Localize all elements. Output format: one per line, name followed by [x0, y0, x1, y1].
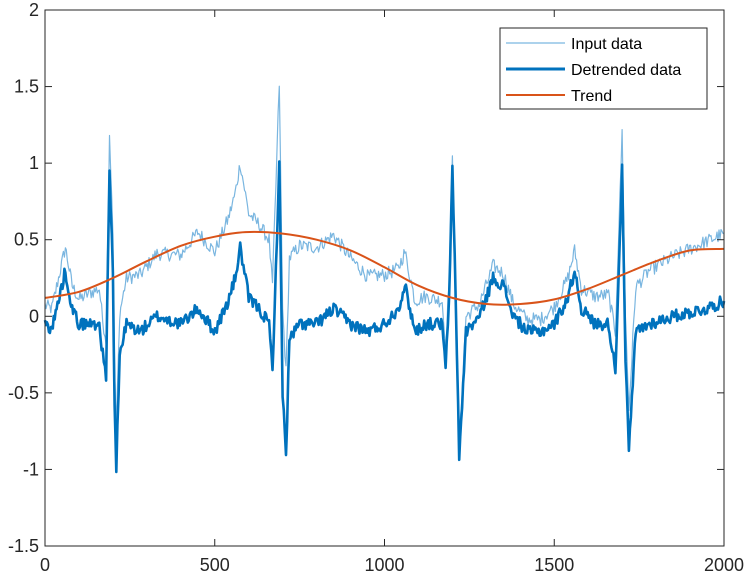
y-tick-label: -1.5 [8, 536, 39, 556]
y-tick-label: 2 [29, 0, 39, 20]
series-line-detrended-data [43, 160, 726, 474]
x-tick-label: 500 [200, 555, 230, 575]
y-tick-label: 1 [29, 153, 39, 173]
y-tick-label: 1.5 [14, 77, 39, 97]
legend: Input data Detrended data Trend [499, 27, 708, 110]
x-tick-label: 2000 [704, 555, 744, 575]
y-tick-label: -0.5 [8, 383, 39, 403]
x-tick-label: 1000 [364, 555, 404, 575]
x-tick-label: 1500 [534, 555, 574, 575]
series-line-trend [44, 230, 725, 306]
y-tick-label: -1 [23, 459, 39, 479]
y-axis: -1.5 -1 -0.5 0 0.5 1 1.5 2 [8, 0, 724, 556]
series-line-input-data [44, 85, 725, 446]
axes-box [44, 9, 725, 547]
x-tick-label: 0 [40, 555, 50, 575]
y-tick-label: 0 [29, 306, 39, 326]
series-lines [43, 85, 726, 474]
legend-label: Detrended data [571, 62, 681, 79]
legend-label: Trend [571, 88, 612, 105]
legend-label: Input data [571, 36, 642, 53]
y-tick-label: 0.5 [14, 230, 39, 250]
